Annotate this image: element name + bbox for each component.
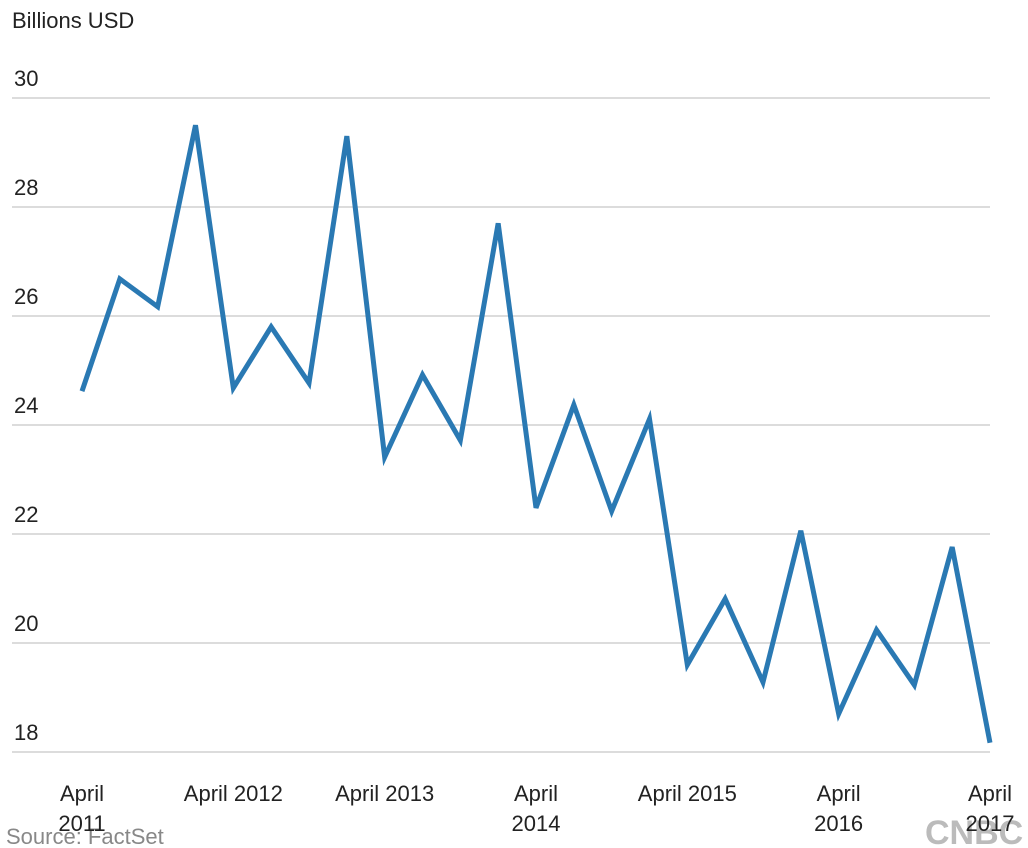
x-tick-label: April 2013 xyxy=(335,781,435,806)
y-tick-label: 30 xyxy=(14,66,39,91)
y-tick-label: 28 xyxy=(14,175,39,200)
x-tick-label: April 2016 xyxy=(814,781,864,836)
x-tick-label: April 2011 xyxy=(58,781,106,836)
y-tick-label: 18 xyxy=(14,720,39,745)
y-tick-label: 24 xyxy=(14,393,39,418)
y-tick-label: 20 xyxy=(14,611,39,636)
y-tick-label: 26 xyxy=(14,284,39,309)
x-tick-label: April 2015 xyxy=(637,781,737,806)
source: Source: FactSet xyxy=(6,824,164,848)
y-tick-label: 22 xyxy=(14,502,39,527)
y-axis-label: Billions USD xyxy=(12,8,135,33)
x-tick-label: April 2014 xyxy=(511,781,561,836)
x-tick-label: April 2012 xyxy=(183,781,283,806)
data-line xyxy=(79,124,993,744)
logo: CNBC xyxy=(925,814,1024,848)
x-tick-label: April 2017 xyxy=(965,781,1015,836)
